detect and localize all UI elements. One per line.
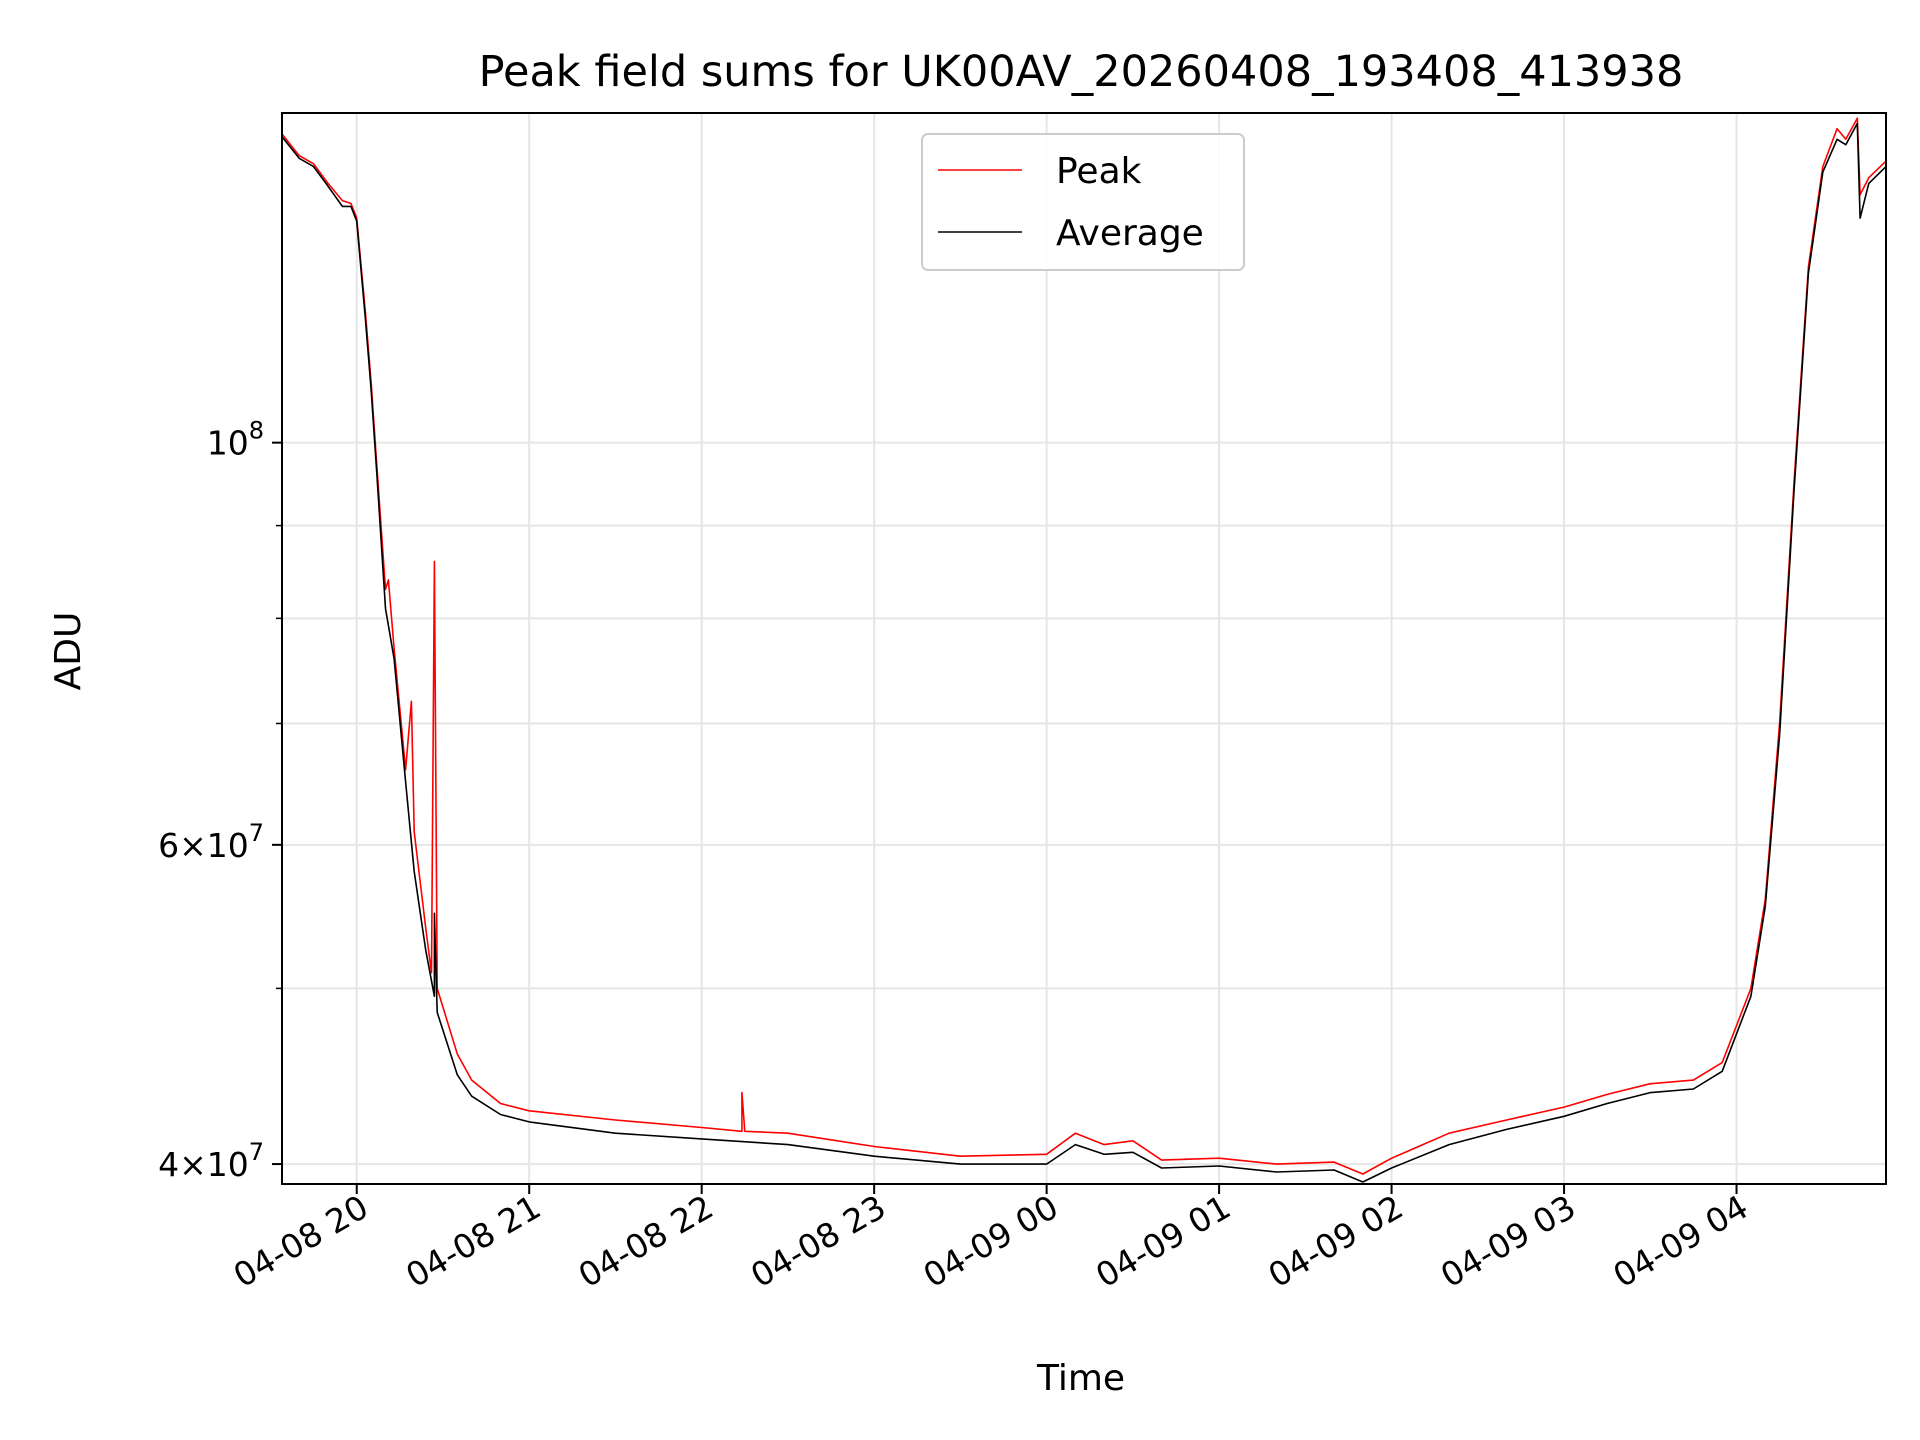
grid — [282, 113, 1886, 1184]
y-axis: 108 6×107 4×107 — [158, 417, 282, 1184]
y-tick-label: 6×107 — [158, 819, 264, 865]
series-line-average — [281, 122, 1887, 1183]
chart-title: Peak field sums for UK00AV_20260408_1934… — [479, 47, 1684, 97]
series-lines — [281, 117, 1887, 1183]
y-tick-label: 4×107 — [158, 1138, 264, 1184]
legend-label: Peak — [1056, 151, 1142, 192]
y-axis-title: ADU — [48, 612, 89, 691]
legend-box — [921, 133, 1245, 271]
y-tick-label: 108 — [207, 417, 264, 463]
x-axis-title: Time — [1036, 1358, 1125, 1399]
legend: Peak Average — [921, 133, 1245, 271]
plot-frame — [281, 112, 1887, 1185]
legend-label: Average — [1056, 213, 1204, 254]
